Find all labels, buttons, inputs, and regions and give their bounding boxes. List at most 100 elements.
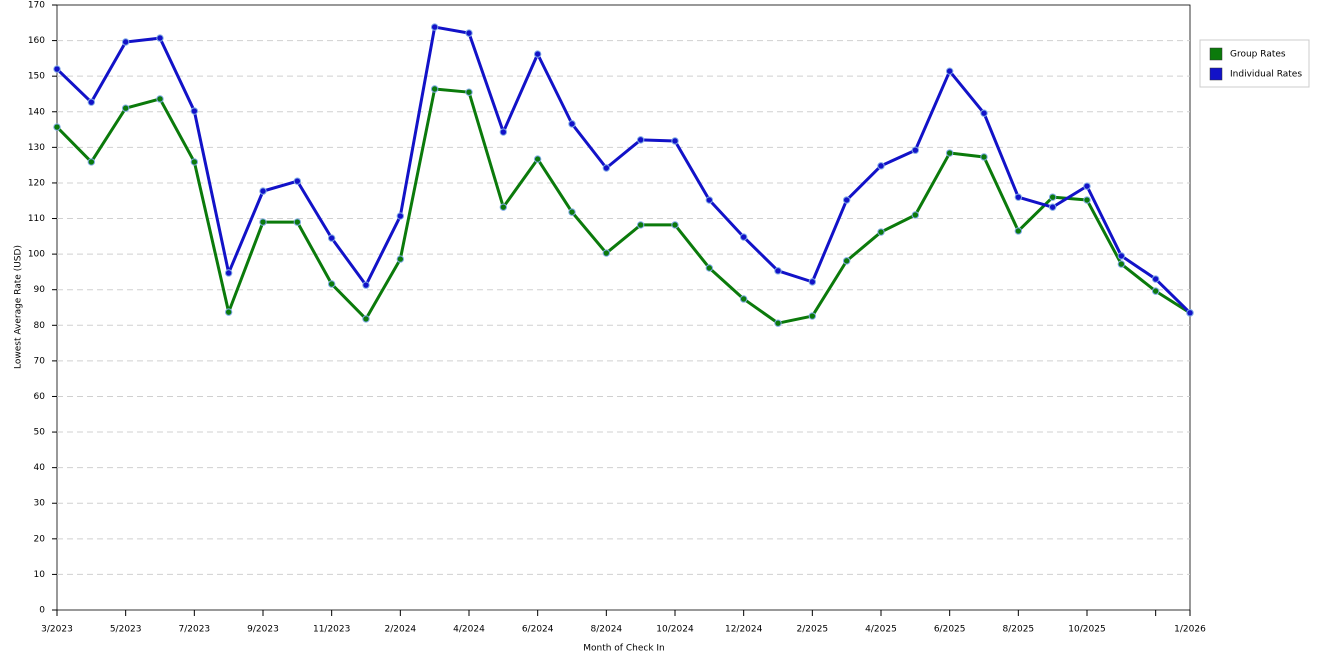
data-point	[911, 211, 920, 219]
series-line	[55, 87, 1191, 325]
data-point	[533, 155, 542, 163]
y-tick-label: 40	[34, 463, 46, 473]
data-point	[568, 120, 576, 128]
data-point	[121, 104, 130, 112]
y-axis-label: Lowest Average Rate (USD)	[14, 245, 24, 369]
data-point	[842, 196, 851, 204]
data-point	[980, 109, 988, 117]
y-tick-label: 80	[34, 321, 46, 331]
x-tick-label: 2/2024	[384, 625, 416, 635]
y-tick-label: 150	[28, 72, 45, 82]
y-tick-label: 60	[34, 392, 46, 402]
data-point	[1117, 260, 1126, 268]
data-point	[53, 65, 61, 73]
data-point	[156, 34, 164, 42]
y-tick-label: 100	[28, 250, 45, 260]
y-tick-label: 50	[34, 428, 46, 438]
data-point	[1117, 252, 1126, 260]
x-tick-label: 6/2024	[522, 625, 554, 635]
legend-label: Individual Rates	[1230, 70, 1302, 80]
data-point	[362, 281, 370, 289]
data-point	[293, 218, 302, 226]
data-point	[636, 221, 645, 229]
data-point	[224, 269, 233, 277]
data-point	[774, 267, 782, 275]
data-point	[465, 88, 473, 96]
data-point	[1048, 203, 1057, 211]
data-point	[877, 162, 885, 170]
data-point	[259, 218, 267, 226]
y-tick-label: 30	[34, 499, 46, 509]
data-point	[705, 264, 714, 272]
series-line	[55, 25, 1192, 314]
x-tick-label: 1/2026	[1174, 625, 1206, 635]
data-point	[774, 319, 782, 327]
x-tick-label: 10/2024	[656, 625, 694, 635]
data-point	[945, 149, 954, 157]
x-tick-label: 6/2025	[934, 625, 966, 635]
data-point	[980, 153, 988, 161]
data-point	[739, 295, 748, 303]
x-tick-label: 8/2024	[590, 625, 622, 635]
data-point	[53, 123, 61, 131]
x-tick-label: 4/2024	[453, 625, 485, 635]
x-tick-label: 12/2024	[725, 625, 763, 635]
data-point	[430, 23, 439, 31]
data-point	[1151, 287, 1160, 295]
data-point	[1083, 196, 1091, 204]
data-point	[1186, 309, 1194, 317]
data-point	[87, 98, 96, 106]
y-tick-label: 10	[34, 570, 46, 580]
x-tick-label: 11/2023	[313, 625, 350, 635]
data-point	[190, 158, 199, 166]
x-tick-label: 8/2025	[1002, 625, 1034, 635]
data-point	[465, 29, 473, 37]
data-point	[362, 315, 370, 323]
data-point	[1048, 193, 1057, 201]
plot-frame	[56, 4, 1191, 611]
x-tick-label: 7/2023	[178, 625, 210, 635]
data-point	[156, 95, 164, 103]
data-point	[259, 187, 267, 195]
y-tick-label: 170	[28, 1, 45, 11]
data-point	[877, 228, 885, 236]
x-tick-label: 4/2025	[865, 625, 897, 635]
x-tick-label: 5/2023	[110, 625, 142, 635]
data-point	[568, 208, 576, 216]
y-tick-label: 90	[34, 285, 46, 295]
data-point	[945, 67, 954, 75]
legend-swatch	[1209, 47, 1223, 61]
x-tick-label: 2/2025	[796, 625, 828, 635]
data-point	[396, 255, 405, 263]
data-point	[327, 280, 336, 288]
data-point	[499, 128, 508, 136]
data-point	[1151, 275, 1160, 283]
data-point	[430, 85, 439, 93]
data-point	[121, 38, 130, 46]
y-tick-label: 120	[28, 178, 45, 188]
y-tick-label: 130	[28, 143, 45, 153]
data-point	[808, 278, 817, 286]
data-point	[1083, 182, 1091, 190]
y-tick-label: 20	[34, 534, 46, 544]
legend-swatch	[1209, 67, 1223, 81]
data-point	[602, 249, 611, 257]
data-point	[911, 146, 920, 154]
data-point	[293, 177, 302, 185]
y-tick-label: 0	[39, 606, 45, 616]
data-point	[671, 221, 679, 229]
data-point	[739, 233, 748, 241]
data-point	[224, 308, 233, 316]
data-point	[396, 212, 405, 220]
y-tick-label: 110	[28, 214, 45, 224]
data-point	[327, 234, 336, 242]
data-point	[636, 136, 645, 144]
data-point	[671, 137, 679, 145]
data-point	[499, 203, 508, 211]
data-point	[533, 50, 542, 58]
x-axis-label: Month of Check In	[583, 644, 665, 654]
data-point	[705, 196, 714, 204]
x-tick-label: 9/2023	[247, 625, 279, 635]
legend-label: Group Rates	[1230, 50, 1286, 60]
